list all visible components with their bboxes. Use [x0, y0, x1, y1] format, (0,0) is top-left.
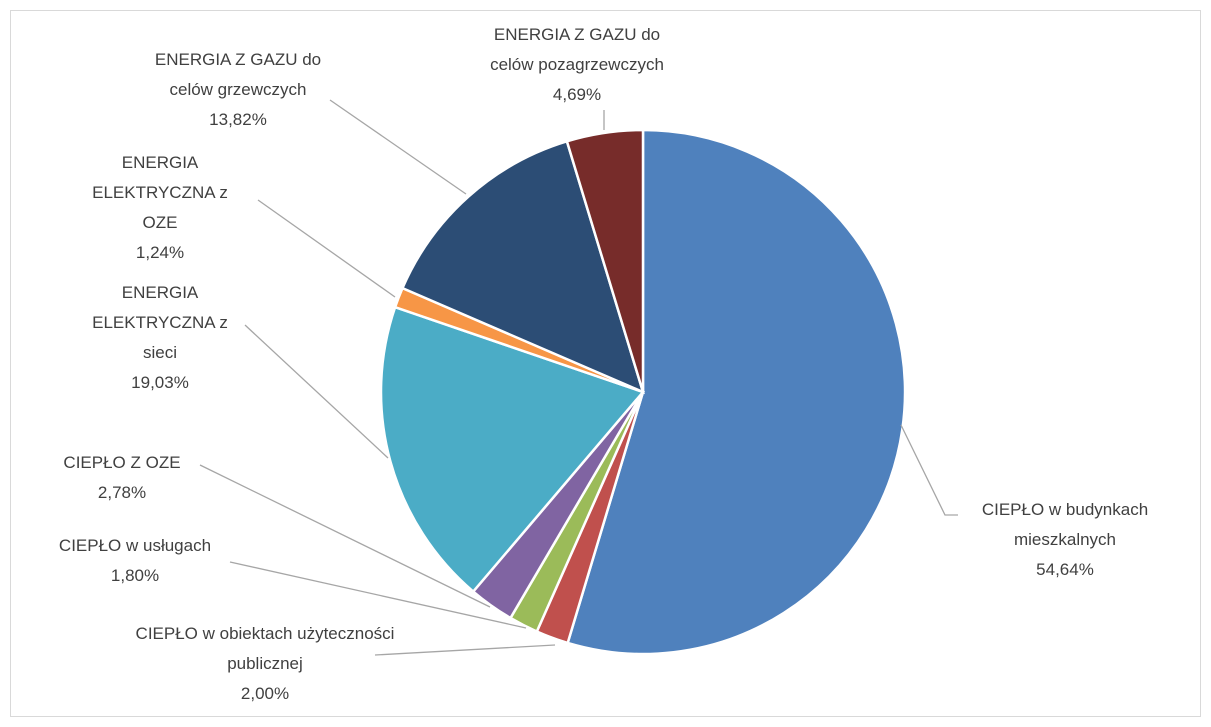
leader-line	[374, 644, 556, 656]
leader-line	[229, 561, 527, 629]
label-value: 2,00%	[240, 684, 290, 703]
label-value: 4,69%	[552, 85, 602, 104]
label-value: 2,78%	[97, 483, 147, 502]
label-category: ENERGIA ELEKTRYCZNA z OZE	[92, 153, 228, 232]
label-value: 13,82%	[209, 110, 267, 129]
data-label: ENERGIA Z GAZU do celów grzewczych 13,82%	[147, 45, 329, 135]
data-label: CIEPŁO w usługach 1,80%	[35, 531, 235, 591]
label-value: 1,24%	[135, 243, 185, 262]
label-category: ENERGIA ELEKTRYCZNA z sieci	[92, 283, 228, 362]
label-category: CIEPŁO w obiektach użyteczności publiczn…	[135, 624, 395, 673]
data-label: CIEPŁO Z OZE 2,78%	[52, 448, 192, 508]
data-label: CIEPŁO w obiektach użyteczności publiczn…	[120, 619, 410, 709]
pie-slice	[565, 128, 645, 393]
label-category: ENERGIA Z GAZU do celów pozagrzewczych	[490, 25, 664, 74]
data-label: ENERGIA Z GAZU do celów pozagrzewczych 4,…	[482, 20, 672, 110]
data-label: ENERGIA ELEKTRYCZNA z sieci 19,03%	[74, 278, 246, 398]
pie-slice	[379, 305, 646, 594]
label-value: 19,03%	[131, 373, 189, 392]
label-category: CIEPŁO w usługach	[58, 536, 212, 555]
label-category: CIEPŁO Z OZE	[63, 453, 181, 472]
label-category: ENERGIA Z GAZU do celów grzewczych	[154, 50, 322, 99]
leader-line	[199, 464, 491, 608]
leader-line	[257, 199, 396, 298]
data-label: ENERGIA ELEKTRYCZNA z OZE 1,24%	[74, 148, 246, 268]
leader-line	[329, 99, 467, 195]
pie-slice	[400, 139, 645, 395]
label-value: 1,80%	[110, 566, 160, 585]
leader-line	[244, 324, 389, 459]
leader-line	[900, 424, 958, 516]
label-value: 54,64%	[1036, 560, 1094, 579]
data-label: CIEPŁO w budynkach mieszkalnych 54,64%	[978, 495, 1153, 585]
label-category: CIEPŁO w budynkach mieszkalnych	[981, 500, 1149, 549]
pie-slice	[566, 128, 907, 656]
